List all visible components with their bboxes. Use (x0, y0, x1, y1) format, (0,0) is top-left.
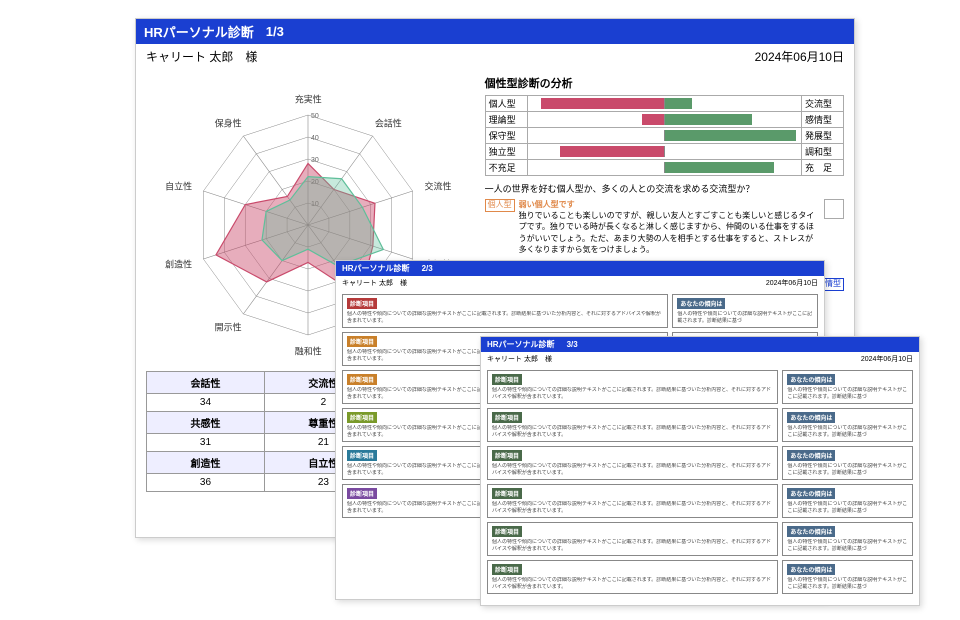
detail-block: あなたの傾向は個人の特性や傾向についての詳細な説明テキストがここに記載されます。… (782, 560, 913, 594)
bar-left-label: 理論型 (485, 112, 527, 128)
detail-block: あなたの傾向は個人の特性や傾向についての詳細な説明テキストがここに記載されます。… (672, 294, 818, 328)
svg-text:40: 40 (311, 135, 319, 142)
bar-left-label: 不充足 (485, 160, 527, 176)
radar-axis-label: 交流性 (424, 180, 451, 193)
radar-axis-label: 会話性 (375, 117, 402, 130)
analysis-question: 一人の世界を好む個人型か、多くの人との交流を求める交流型か？ (485, 182, 844, 195)
radar-axis-label: 創造性 (165, 257, 192, 270)
detail-block: あなたの傾向は個人の特性や傾向についての詳細な説明テキストがここに記載されます。… (782, 446, 913, 480)
svg-text:50: 50 (311, 113, 319, 120)
score-header: 共感性 (147, 412, 265, 434)
radar-axis-label: 保身性 (215, 117, 242, 130)
bar-left-label: 保守型 (485, 128, 527, 144)
bar-right-label: 発展型 (801, 128, 843, 144)
detail-block: 診断項目個人の特性や傾向についての詳細な説明テキストがここに記載されます。診断結… (342, 294, 668, 328)
subheader: キャリート 太郎 様 2024年06月10日 (136, 44, 854, 69)
bar-track (528, 130, 801, 141)
report-date: 2024年06月10日 (755, 48, 844, 65)
person-name: キャリート 太郎 様 (342, 278, 407, 288)
detail-block: 診断項目個人の特性や傾向についての詳細な説明テキストがここに記載されます。診断結… (487, 560, 778, 594)
radar-axis-label: 融和性 (295, 345, 322, 358)
report-page-3: HRパーソナル診断 3/3 キャリート 太郎 様 2024年06月10日 診断項… (480, 336, 920, 606)
bar-track (528, 98, 801, 109)
score-value: 36 (147, 474, 265, 492)
bar-track (528, 146, 801, 157)
titlebar: HRパーソナル診断 1/3 (136, 19, 854, 44)
subheader: キャリート 太郎 様 2024年06月10日 (336, 276, 824, 290)
detail-block: あなたの傾向は個人の特性や傾向についての詳細な説明テキストがここに記載されます。… (782, 484, 913, 518)
score-value: 34 (147, 394, 265, 412)
subheader: キャリート 太郎 様 2024年06月10日 (481, 352, 919, 366)
report-date: 2024年06月10日 (861, 354, 913, 364)
opposing-bars: 個人型 交流型 理論型 感情型 保守型 発展型 独立 (485, 95, 844, 176)
bar-right-label: 調和型 (801, 144, 843, 160)
score-header: 会話性 (147, 372, 265, 394)
detail-block: あなたの傾向は個人の特性や傾向についての詳細な説明テキストがここに記載されます。… (782, 370, 913, 404)
titlebar: HRパーソナル診断 3/3 (481, 337, 919, 352)
radar-axis-label: 開示性 (215, 320, 242, 333)
bar-right-label: 充 足 (801, 160, 843, 176)
page-number: 1/3 (266, 24, 284, 39)
report-title: HRパーソナル診断 (144, 22, 254, 41)
detail-block: 診断項目個人の特性や傾向についての詳細な説明テキストがここに記載されます。診断結… (487, 446, 778, 480)
bar-right-label: 交流型 (801, 96, 843, 112)
bar-track (528, 114, 801, 125)
detail-block: あなたの傾向は個人の特性や傾向についての詳細な説明テキストがここに記載されます。… (782, 408, 913, 442)
check-slot (824, 199, 844, 219)
type-badge: 個人型 (485, 199, 515, 212)
detail-block: あなたの傾向は個人の特性や傾向についての詳細な説明テキストがここに記載されます。… (782, 522, 913, 556)
bar-left-label: 個人型 (485, 96, 527, 112)
radar-axis-label: 充実性 (295, 93, 322, 106)
detail-block: 診断項目個人の特性や傾向についての詳細な説明テキストがここに記載されます。診断結… (487, 370, 778, 404)
bar-track (528, 162, 801, 173)
score-value: 31 (147, 434, 265, 452)
analysis-heading: 個性型診断の分析 (485, 75, 844, 91)
person-name: キャリート 太郎 様 (146, 48, 257, 65)
report-date: 2024年06月10日 (766, 278, 818, 288)
detail-block: 診断項目個人の特性や傾向についての詳細な説明テキストがここに記載されます。診断結… (487, 522, 778, 556)
score-header: 創造性 (147, 452, 265, 474)
svg-text:30: 30 (311, 157, 319, 164)
detail-block: 診断項目個人の特性や傾向についての詳細な説明テキストがここに記載されます。診断結… (487, 484, 778, 518)
detail-block: 診断項目個人の特性や傾向についての詳細な説明テキストがここに記載されます。診断結… (487, 408, 778, 442)
page-number: 2/3 (422, 264, 433, 273)
report-title: HRパーソナル診断 (487, 339, 555, 350)
bar-right-label: 感情型 (801, 112, 843, 128)
analysis-body: 弱い個人型です独りでいることも楽しいのですが、親しい友人とすごすことも楽しいと感… (519, 199, 820, 255)
titlebar: HRパーソナル診断 2/3 (336, 261, 824, 276)
report-title: HRパーソナル診断 (342, 263, 410, 274)
bar-left-label: 独立型 (485, 144, 527, 160)
radar-axis-label: 自立性 (165, 180, 192, 193)
person-name: キャリート 太郎 様 (487, 354, 552, 364)
page-number: 3/3 (567, 340, 578, 349)
